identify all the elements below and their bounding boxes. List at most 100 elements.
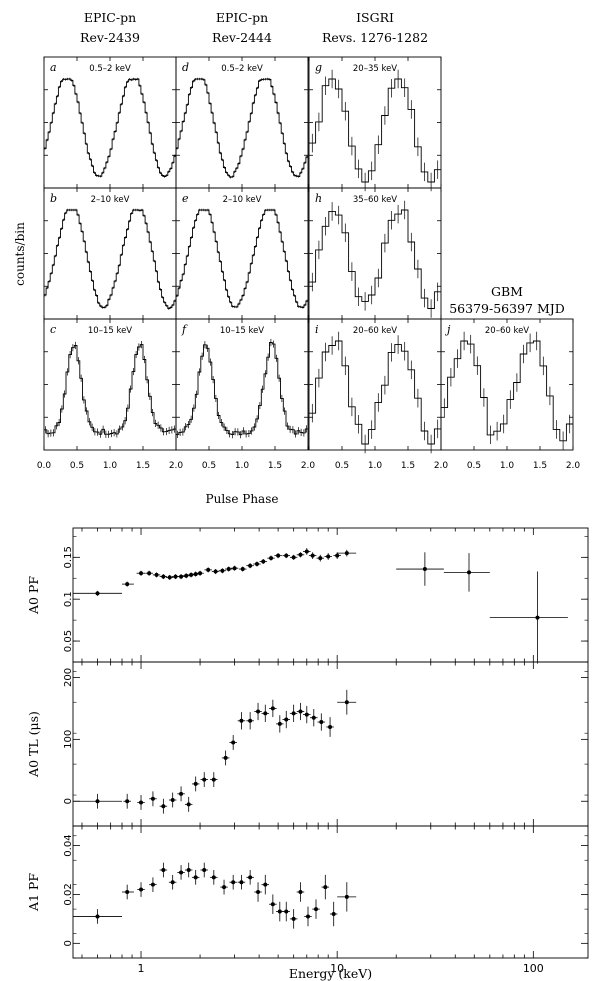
data-point [489, 571, 568, 664]
panel-frame [175, 318, 309, 451]
marker [150, 882, 155, 887]
data-point [253, 561, 261, 567]
data-point [317, 713, 326, 731]
marker [139, 887, 144, 892]
marker [223, 755, 228, 760]
data-point [316, 554, 325, 562]
panel-letter: e [182, 192, 189, 205]
data-point [224, 566, 233, 572]
data-point [229, 735, 237, 750]
data-point [337, 549, 357, 557]
y-tick-label: 0.02 [63, 883, 74, 905]
data-point [73, 590, 123, 596]
marker [284, 717, 289, 722]
marker [314, 907, 319, 912]
marker [179, 574, 184, 579]
marker [291, 916, 296, 921]
marker [284, 553, 289, 558]
phase-tick-label: 0.5 [335, 461, 349, 471]
marker [326, 554, 331, 559]
data-point [168, 874, 177, 890]
panel-frame [72, 825, 589, 959]
marker [125, 799, 130, 804]
marker [291, 555, 296, 560]
panel-letter: h [315, 192, 322, 205]
pulse-profile-labels: EPIC-pn Rev-2439 EPIC-pn Rev-2444 ISGRI Revs.… [13, 10, 580, 506]
marker [95, 799, 100, 804]
x-axis-label: Pulse Phase [206, 492, 279, 506]
column-subtitle: 56379-56397 MJD [449, 301, 565, 316]
panel-e: e 2–10 keV [175, 187, 309, 320]
marker [467, 570, 472, 575]
marker [231, 880, 236, 885]
marker [298, 709, 303, 714]
marker [198, 571, 203, 576]
phase-tick-label: 1.0 [368, 461, 383, 471]
panel-d: d 0.5–2 keV [175, 56, 309, 189]
panel-j: j 20–60 keV [440, 318, 574, 451]
energy-band-label: 10–15 keV [88, 326, 132, 336]
marker [189, 572, 194, 577]
data-point [168, 792, 177, 808]
panel-i: i 20–60 keV [308, 318, 442, 454]
y-axis-label: counts/bin [13, 222, 27, 286]
panel-f: f 10–15 keV [175, 318, 309, 451]
panel-letter: i [315, 323, 319, 336]
marker [95, 591, 100, 596]
data-point [267, 555, 275, 561]
marker [248, 563, 253, 568]
marker [222, 885, 227, 890]
profile-curve [441, 340, 573, 442]
marker [256, 709, 261, 714]
marker [261, 559, 266, 564]
marker [139, 800, 144, 805]
energy-panel-0: 0.05 0.1 0.15 A0 PF [26, 527, 589, 664]
data-point [73, 909, 123, 924]
data-point [254, 702, 262, 721]
data-point [159, 862, 168, 878]
marker [213, 569, 218, 574]
y-tick-label: 0 [63, 798, 74, 804]
data-point [282, 901, 290, 922]
data-point [237, 874, 246, 890]
marker [256, 890, 261, 894]
marker [186, 802, 191, 807]
energy-band-label: 10–15 keV [220, 326, 264, 336]
data-point [246, 563, 254, 569]
data-point [159, 574, 168, 580]
marker [179, 870, 184, 875]
panel-frame [72, 527, 589, 663]
marker [310, 553, 315, 558]
marker [298, 890, 303, 894]
marker [254, 562, 259, 567]
marker [318, 556, 323, 561]
data-point [396, 552, 444, 586]
data-point [329, 901, 338, 927]
data-point [177, 786, 185, 802]
data-point [184, 796, 193, 812]
data-point [321, 874, 330, 900]
panel-letter: a [50, 61, 57, 74]
y-axis-label: A0 PF [26, 576, 41, 615]
marker [125, 582, 130, 587]
data-point [254, 882, 262, 902]
phase-tick-label: 1.5 [533, 461, 547, 471]
data-point [191, 776, 200, 792]
data-point [123, 793, 131, 809]
data-point [229, 874, 237, 890]
energy-tick-label: 10 [330, 962, 344, 975]
panel-a: a 0.5–2 keV [43, 56, 177, 189]
marker [276, 553, 281, 558]
panel-letter: g [315, 61, 322, 74]
marker [311, 715, 316, 720]
panel-frame [72, 661, 589, 827]
y-tick-label: 0.15 [63, 546, 74, 568]
data-point [221, 750, 230, 766]
marker [170, 798, 175, 803]
phase-tick-label: 1.5 [136, 461, 150, 471]
marker [150, 796, 155, 801]
data-point [200, 862, 208, 878]
marker [202, 777, 207, 782]
marker [323, 885, 328, 890]
y-tick-label: 0.04 [63, 834, 74, 856]
